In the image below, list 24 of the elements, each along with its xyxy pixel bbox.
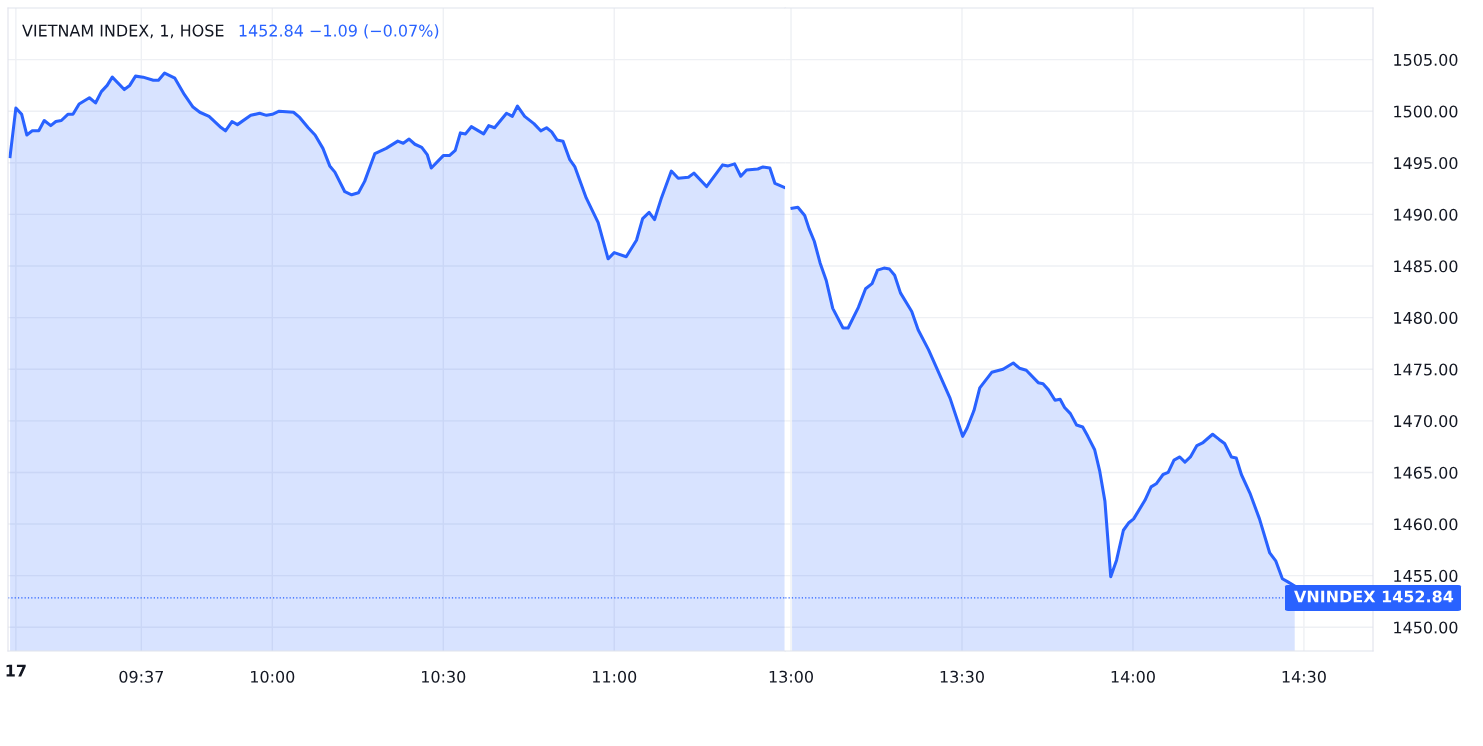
x-tick-label: 09:37 xyxy=(119,670,163,683)
x-tick-label: 13:30 xyxy=(940,670,984,683)
text: 1452.84 −1.09 (−0.07%) xyxy=(239,24,439,39)
y-tick-label: 1495.00 xyxy=(1394,157,1458,170)
y-tick-label: 1505.00 xyxy=(1394,53,1458,66)
ref-line-label: VNINDEX 1452.84 xyxy=(1294,590,1454,603)
x-tick-label: 14:30 xyxy=(1282,670,1326,683)
x-tick-label: 14:00 xyxy=(1111,670,1155,683)
y-tick-label: 1485.00 xyxy=(1394,260,1458,273)
x-tick-label: 10:00 xyxy=(251,670,295,683)
y-tick-label: 1480.00 xyxy=(1394,311,1458,324)
text: 17 xyxy=(6,664,26,677)
y-tick-label: 1490.00 xyxy=(1394,208,1458,221)
x-tick-label: 13:00 xyxy=(769,670,813,683)
y-tick-label: 1455.00 xyxy=(1394,569,1458,582)
x-tick-label: 10:30 xyxy=(422,670,466,683)
y-tick-label: 1450.00 xyxy=(1394,621,1458,634)
text: VIETNAM INDEX, 1, HOSE xyxy=(22,24,224,39)
y-tick-label: 1500.00 xyxy=(1394,105,1458,118)
y-tick-label: 1465.00 xyxy=(1394,466,1458,479)
y-tick-label: 1470.00 xyxy=(1394,415,1458,428)
x-tick-label: 11:00 xyxy=(592,670,637,683)
y-tick-label: 1475.00 xyxy=(1394,363,1458,376)
y-tick-label: 1460.00 xyxy=(1394,518,1458,531)
